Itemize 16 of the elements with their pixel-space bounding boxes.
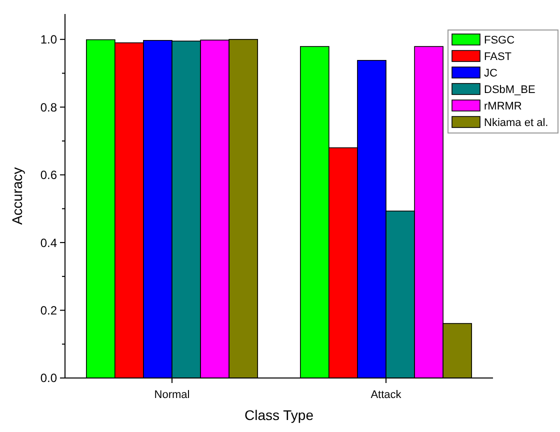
y-tick-label: 0.6 — [40, 168, 58, 182]
y-tick-label: 0.4 — [40, 236, 58, 250]
y-tick-label: 0.8 — [40, 100, 58, 114]
legend-label: FAST — [484, 50, 512, 63]
legend-label: Nkiama et al. — [484, 116, 548, 129]
y-tick-label: 0.2 — [40, 303, 58, 318]
legend-label: DSbM_BE — [484, 84, 536, 96]
y-axis-title: Accuracy — [9, 167, 25, 225]
x-axis-title: Class Type — [244, 407, 314, 423]
legend-label: FSGC — [484, 34, 515, 46]
y-tick-label: 1.0 — [40, 32, 58, 47]
x-tick-label: Normal — [154, 389, 190, 401]
y-tick-label: 0.0 — [40, 371, 58, 386]
legend-label: JC — [484, 67, 498, 80]
legend-label: rMRMR — [484, 100, 522, 112]
x-tick-label: Attack — [370, 389, 402, 401]
